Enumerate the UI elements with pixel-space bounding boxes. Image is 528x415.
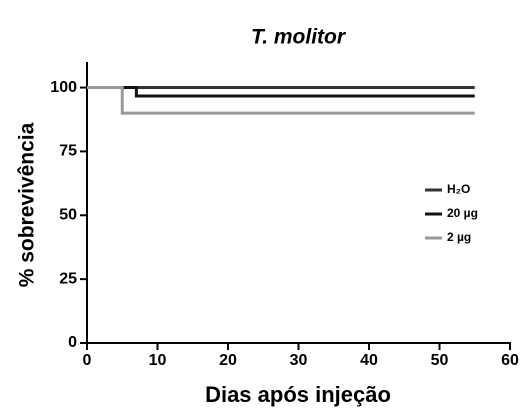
y-tick-label: 100	[50, 79, 77, 96]
y-axis-label: % sobrevivência	[16, 122, 39, 287]
legend-label: H₂O	[447, 182, 470, 196]
y-tick-label: 0	[68, 334, 77, 351]
x-tick-label: 50	[431, 352, 449, 369]
legend-label: 2 µg	[447, 230, 471, 244]
x-axis-label: Dias após injeção	[205, 382, 391, 407]
x-tick-label: 40	[360, 352, 378, 369]
y-tick-label: 50	[59, 206, 77, 223]
x-tick-label: 10	[149, 352, 167, 369]
x-tick-label: 60	[501, 352, 519, 369]
x-tick-label: 0	[83, 352, 92, 369]
y-tick-label: 25	[59, 270, 77, 287]
x-tick-label: 30	[290, 352, 308, 369]
x-tick-label: 20	[219, 352, 237, 369]
legend-label: 20 µg	[447, 206, 478, 220]
series-line	[87, 86, 475, 115]
chart-title: T. molitor	[251, 26, 347, 49]
y-tick-label: 75	[59, 143, 77, 160]
